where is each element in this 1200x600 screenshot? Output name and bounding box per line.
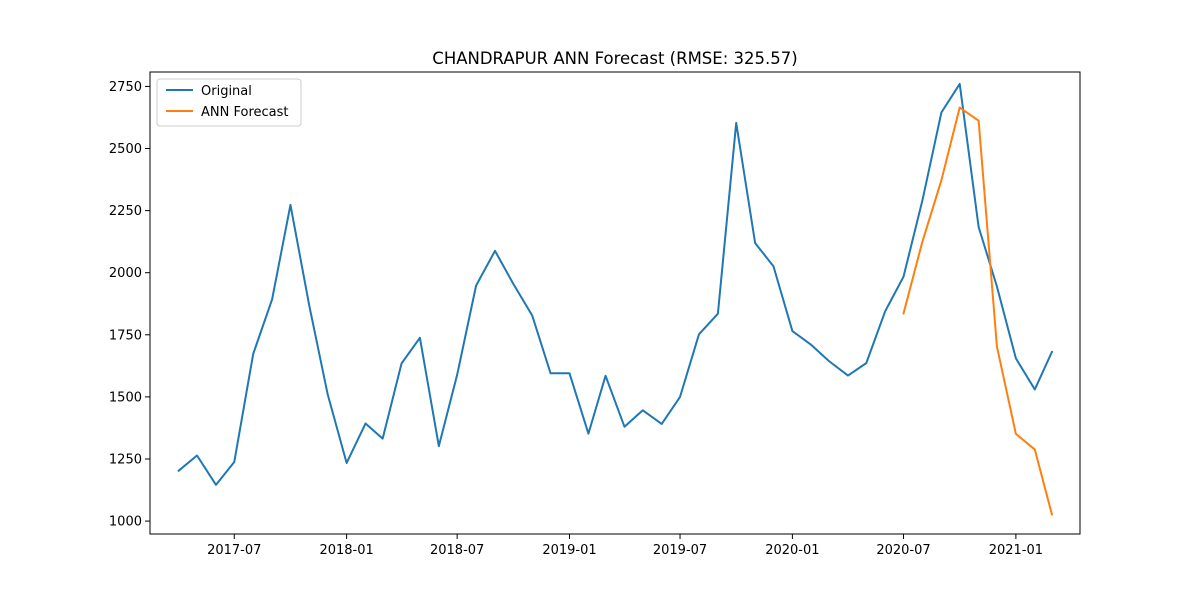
x-tick-label: 2017-07: [207, 543, 261, 558]
y-axis: 1000 1250 1500 1750 2000 2250 2500 2750: [109, 80, 150, 530]
x-tick-label: 2019-01: [542, 543, 596, 558]
x-tick-label: 2020-07: [876, 543, 930, 558]
legend-label-original: Original: [201, 84, 252, 99]
y-tick-label: 2250: [109, 204, 142, 219]
y-tick-label: 1500: [109, 390, 142, 405]
series-line-ann-forecast: [902, 106, 1054, 516]
y-tick-label: 2000: [109, 266, 142, 281]
x-tick-label: 2021-01: [989, 543, 1043, 558]
x-tick-label: 2018-01: [319, 543, 373, 558]
y-tick-label: 1250: [109, 452, 142, 467]
legend-label-ann-forecast: ANN Forecast: [201, 105, 288, 120]
chart-title: CHANDRAPUR ANN Forecast (RMSE: 325.57): [432, 49, 797, 68]
series-line-original: [177, 82, 1054, 486]
x-tick-label: 2020-01: [765, 543, 819, 558]
legend: Original ANN Forecast: [156, 78, 302, 127]
x-axis: 2017-07 2018-01 2018-07 2019-01 2019-07 2020-…: [207, 534, 1043, 558]
x-tick-label: 2018-07: [430, 543, 484, 558]
y-tick-label: 2500: [109, 142, 142, 157]
y-tick-label: 1750: [109, 328, 142, 343]
y-tick-label: 1000: [109, 515, 142, 530]
series-layer: [177, 82, 1054, 516]
x-tick-label: 2019-07: [653, 543, 707, 558]
y-tick-label: 2750: [109, 80, 142, 95]
plot-area-frame: [149, 71, 1081, 535]
